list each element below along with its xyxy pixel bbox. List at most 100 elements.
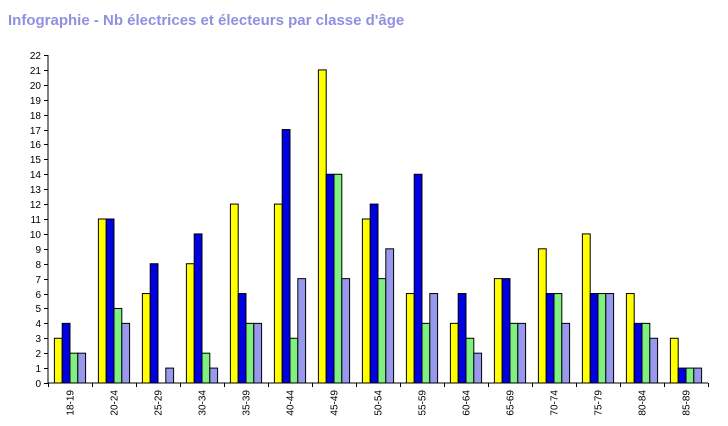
bar — [473, 352, 483, 384]
bar — [421, 322, 431, 384]
x-tick-label: 65-69 — [506, 390, 517, 416]
x-axis: 18-19 20-24 25-29 30-34 35-39 40-44 45-49 50-54… — [48, 382, 709, 416]
bar — [317, 69, 327, 384]
bar — [193, 233, 203, 384]
bar — [297, 278, 307, 384]
bar — [589, 293, 599, 384]
y-tick-label: 14 — [30, 170, 42, 181]
y-tick-label: 21 — [30, 66, 42, 77]
bar — [405, 293, 415, 384]
y-tick-label: 15 — [30, 155, 42, 166]
x-tick-label: 35-39 — [242, 390, 253, 416]
bar — [649, 337, 659, 384]
bar — [369, 203, 379, 384]
bar — [509, 322, 519, 384]
bar — [209, 367, 219, 384]
y-tick-label: 17 — [30, 126, 42, 137]
bar — [561, 322, 571, 384]
bar — [245, 322, 255, 384]
bar — [229, 203, 239, 384]
bar — [449, 322, 459, 384]
bars — [53, 69, 703, 384]
bar — [429, 293, 439, 384]
bar — [185, 263, 195, 384]
bar — [165, 367, 175, 384]
bar — [385, 248, 395, 384]
bar — [333, 173, 343, 384]
bar — [341, 278, 351, 384]
y-tick-label: 20 — [30, 81, 42, 92]
bar — [545, 293, 555, 384]
y-tick-label: 0 — [35, 379, 41, 390]
bar — [113, 307, 123, 384]
bar — [517, 322, 527, 384]
bar — [361, 218, 371, 384]
bar — [685, 367, 695, 384]
bar — [237, 293, 247, 384]
bar — [413, 173, 423, 384]
bar — [121, 322, 131, 384]
bar — [693, 367, 703, 384]
chart-title: Infographie - Nb électrices et électeurs… — [8, 12, 405, 29]
bar — [605, 293, 615, 384]
bar — [53, 337, 63, 384]
bar — [493, 278, 503, 384]
x-tick-label: 40-44 — [286, 390, 297, 416]
bar — [641, 322, 651, 384]
y-tick-label: 11 — [31, 215, 42, 226]
y-tick-label: 22 — [30, 51, 42, 62]
bar — [465, 337, 475, 384]
bar — [325, 173, 335, 384]
bar — [625, 293, 635, 384]
bar — [69, 352, 79, 384]
x-tick-label: 20-24 — [110, 390, 121, 416]
x-tick-label: 70-74 — [550, 390, 561, 416]
bar — [457, 293, 467, 384]
x-tick-label: 30-34 — [198, 390, 209, 416]
bar — [597, 293, 607, 384]
bar — [537, 248, 547, 384]
bar — [201, 352, 211, 384]
y-tick-label: 2 — [35, 349, 41, 360]
y-tick-label: 4 — [35, 319, 41, 330]
y-tick-label: 10 — [30, 230, 42, 241]
bar — [377, 278, 387, 384]
y-tick-label: 16 — [30, 140, 42, 151]
x-tick-label: 60-64 — [462, 390, 473, 416]
bar — [677, 367, 687, 384]
x-tick-label: 25-29 — [154, 390, 165, 416]
bar — [149, 263, 159, 384]
y-tick-label: 9 — [35, 245, 41, 256]
bar — [61, 322, 71, 384]
bar — [281, 129, 291, 384]
y-tick-label: 7 — [35, 275, 41, 286]
bar — [581, 233, 591, 384]
bar — [253, 322, 263, 384]
y-tick-label: 12 — [30, 200, 42, 211]
bar — [105, 218, 115, 384]
y-tick-label: 8 — [35, 260, 41, 271]
x-tick-label: 18-19 — [66, 390, 77, 416]
y-tick-label: 3 — [35, 334, 41, 345]
bar — [633, 322, 643, 384]
y-tick-label: 13 — [30, 185, 42, 196]
bar — [97, 218, 107, 384]
bar — [141, 293, 151, 384]
y-tick-label: 1 — [35, 364, 41, 375]
y-tick-label: 19 — [30, 96, 42, 107]
y-tick-label: 18 — [30, 111, 42, 122]
x-tick-label: 55-59 — [418, 390, 429, 416]
bar — [553, 293, 563, 384]
x-tick-label: 50-54 — [374, 390, 385, 416]
x-tick-label: 75-79 — [594, 390, 605, 416]
y-tick-label: 6 — [35, 290, 41, 301]
bar — [669, 337, 679, 384]
y-tick-label: 5 — [35, 304, 41, 315]
bar — [273, 203, 283, 384]
bar — [501, 278, 511, 384]
x-tick-label: 45-49 — [330, 390, 341, 416]
x-tick-label: 80-84 — [638, 390, 649, 416]
bar — [77, 352, 87, 384]
